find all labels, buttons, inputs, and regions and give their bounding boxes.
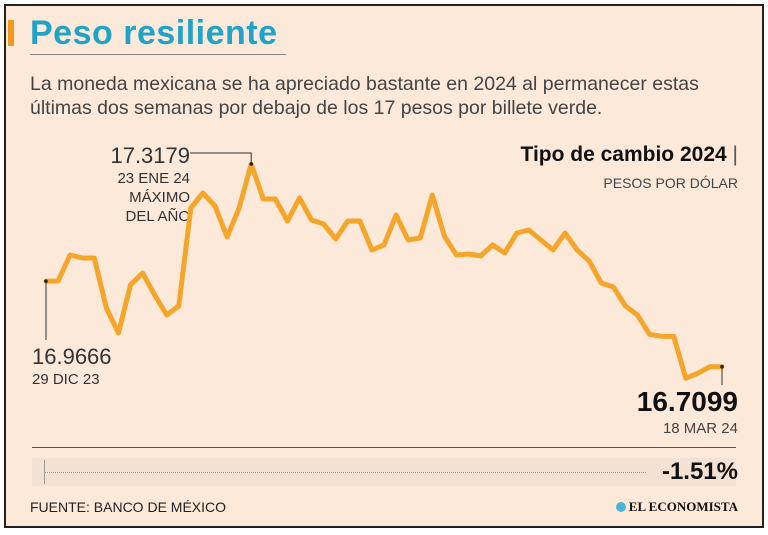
chart-title: Tipo de cambio 2024 | bbox=[521, 143, 739, 167]
exchange-rate-line bbox=[43, 161, 725, 381]
el-economista-logo: EL ECONOMISTA bbox=[615, 499, 738, 515]
subtitle: La moneda mexicana se ha apreciado basta… bbox=[30, 73, 699, 119]
chart-title-text: Tipo de cambio 2024 bbox=[520, 143, 727, 166]
divider-line bbox=[32, 447, 736, 448]
end-value-label: 16.7099 bbox=[636, 386, 738, 417]
max-label-1: MÁXIMO bbox=[129, 189, 190, 206]
globe-icon bbox=[615, 502, 626, 512]
start-annotation: 16.9666 29 DIC 23 bbox=[32, 344, 112, 389]
chart-unit: PESOS POR DÓLAR bbox=[603, 175, 738, 191]
end-date-label: 18 MAR 24 bbox=[662, 420, 738, 437]
max-label-2: DEL AÑO bbox=[125, 208, 190, 225]
chart-title-separator: | bbox=[732, 143, 738, 166]
max-value-label: 17.3179 bbox=[110, 143, 190, 168]
source-label: FUENTE: BANCO DE MÉXICO bbox=[30, 499, 227, 515]
page-title: Peso resiliente bbox=[30, 14, 278, 52]
max-leader-line bbox=[190, 152, 252, 165]
start-date-label: 29 DIC 23 bbox=[32, 371, 100, 388]
max-annotation: 17.3179 23 ENE 24 MÁXIMO DEL AÑO bbox=[110, 143, 190, 226]
start-value-label: 16.9666 bbox=[32, 344, 112, 369]
change-percent: -1.51% bbox=[661, 458, 738, 485]
start-marker bbox=[44, 279, 48, 283]
logo-text: EL ECONOMISTA bbox=[628, 499, 738, 514]
max-date-label: 23 ENE 24 bbox=[117, 170, 190, 187]
change-dotted-line bbox=[44, 472, 646, 473]
end-marker bbox=[720, 364, 724, 369]
change-band bbox=[32, 458, 736, 486]
title-underline bbox=[30, 54, 286, 55]
max-marker bbox=[249, 162, 254, 166]
infographic-frame bbox=[4, 4, 764, 528]
title-accent-bar bbox=[8, 20, 14, 46]
